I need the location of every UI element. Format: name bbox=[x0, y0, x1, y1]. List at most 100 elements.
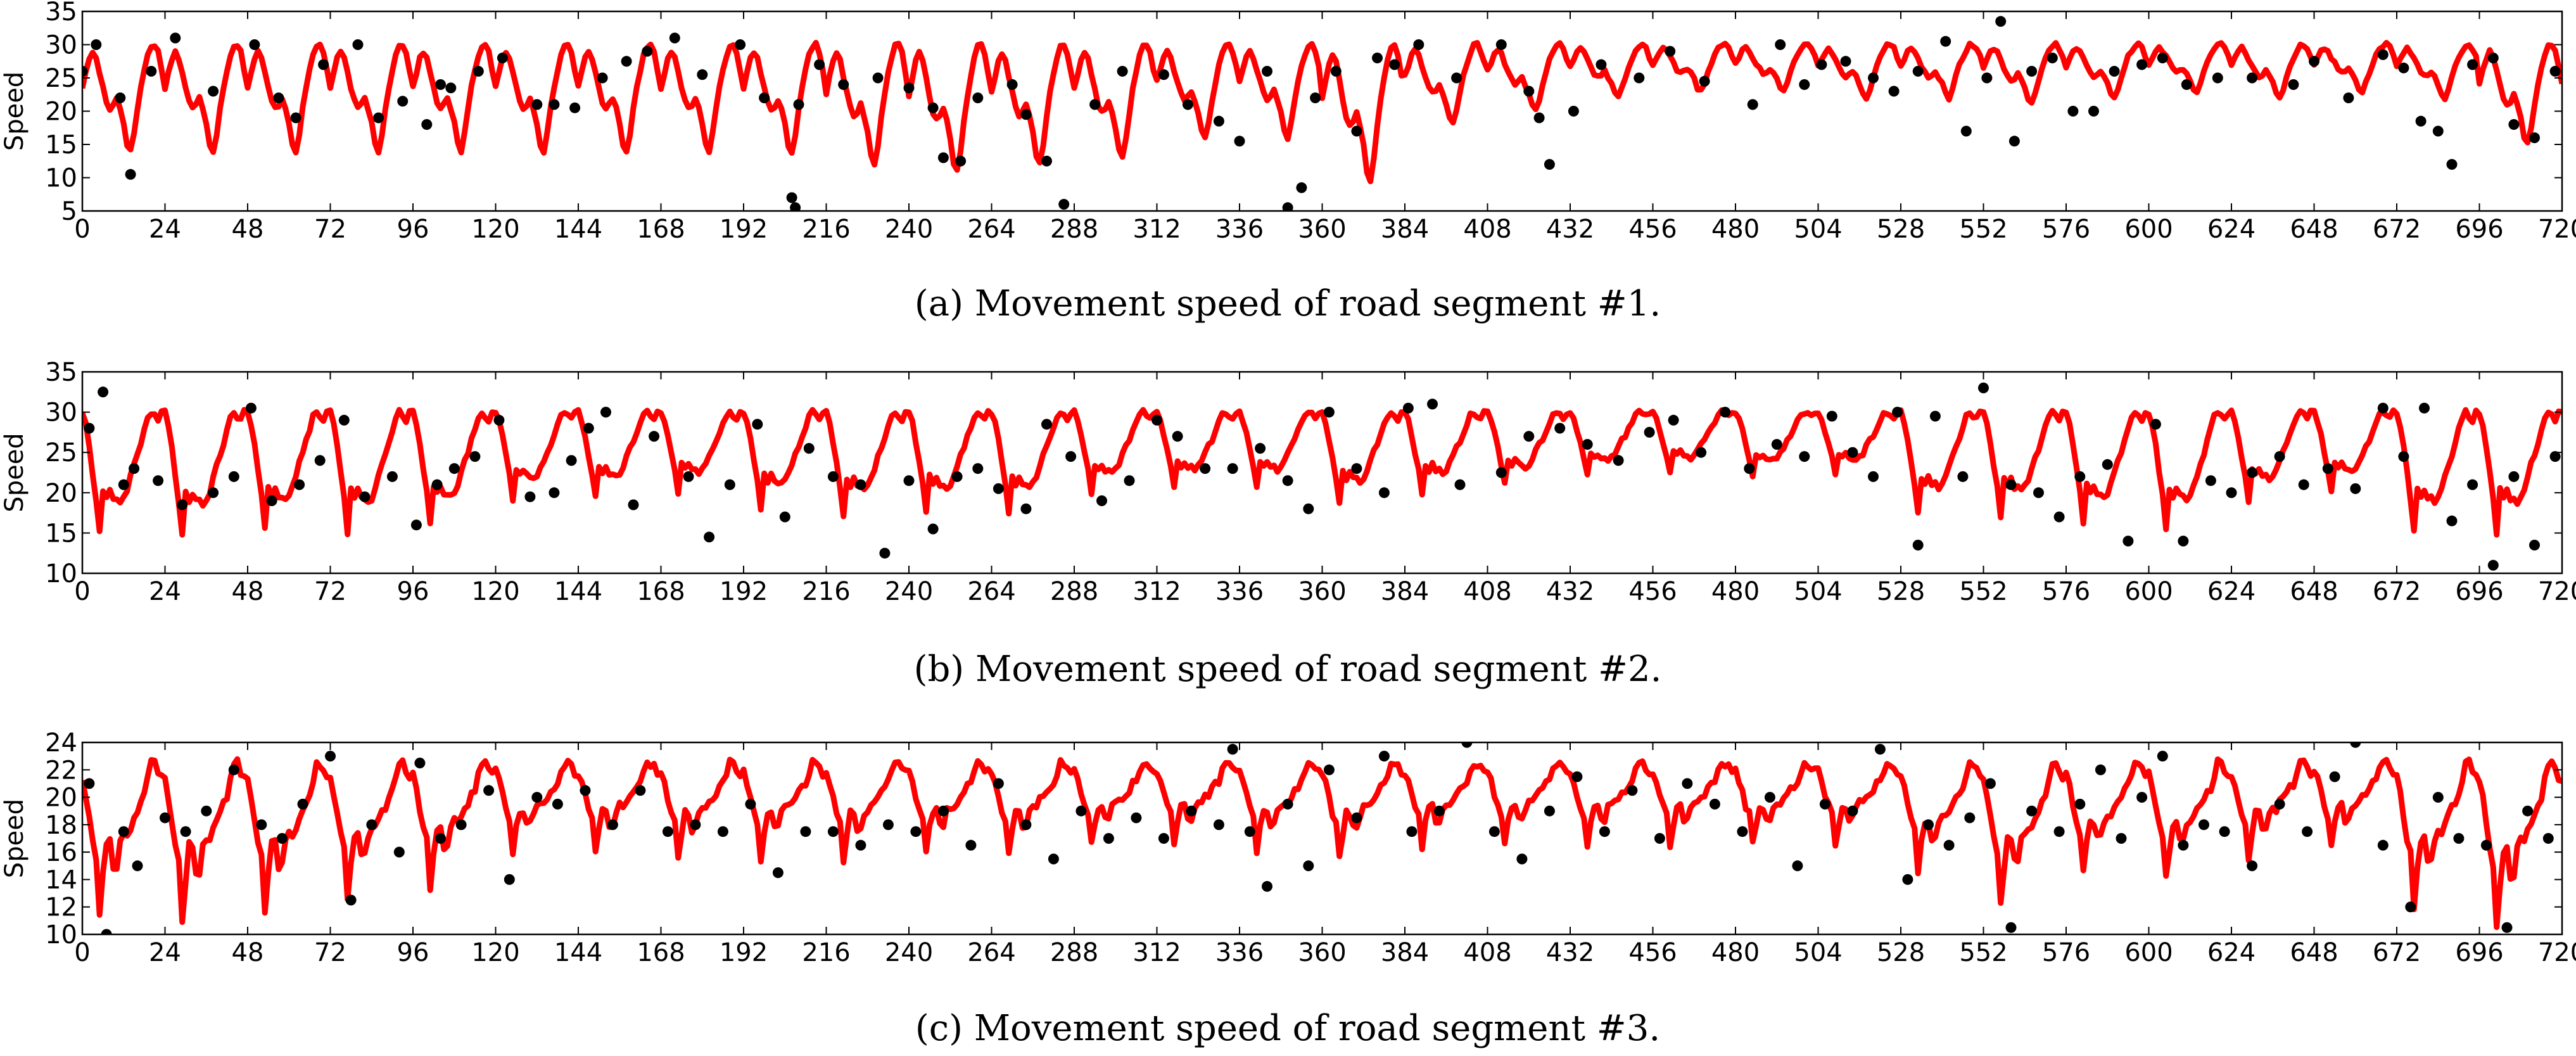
x-tick-label: 216 bbox=[802, 215, 850, 244]
observed-point bbox=[1816, 59, 1827, 70]
observed-point bbox=[1799, 451, 1810, 462]
observed-point bbox=[1764, 792, 1775, 803]
y-tick-label: 20 bbox=[45, 98, 77, 127]
observed-point bbox=[903, 82, 915, 94]
observed-point bbox=[1244, 826, 1255, 837]
observed-point bbox=[359, 491, 371, 502]
observed-point bbox=[1020, 109, 1032, 120]
x-tick-label: 264 bbox=[967, 938, 1015, 967]
observed-point bbox=[649, 431, 660, 442]
observed-point bbox=[2522, 805, 2534, 817]
observed-point bbox=[1995, 16, 2007, 27]
observed-point bbox=[965, 839, 977, 851]
x-tick-label: 552 bbox=[1959, 938, 2007, 967]
y-tick-label: 30 bbox=[45, 31, 77, 60]
observed-point bbox=[2247, 467, 2258, 478]
x-tick-label: 552 bbox=[1959, 215, 2007, 244]
observed-point bbox=[504, 874, 515, 885]
observed-point bbox=[2067, 106, 2079, 117]
x-tick-label: 240 bbox=[885, 938, 933, 967]
x-tick-label: 624 bbox=[2207, 215, 2256, 244]
observed-point bbox=[2309, 56, 2319, 67]
observed-point bbox=[1792, 860, 1803, 872]
observed-point bbox=[1303, 503, 1314, 514]
observed-point bbox=[2150, 419, 2161, 430]
observed-point bbox=[2480, 839, 2492, 851]
y-tick-label: 20 bbox=[45, 479, 77, 508]
x-tick-label: 696 bbox=[2455, 938, 2503, 967]
observed-point bbox=[1957, 471, 1969, 482]
x-tick-label: 48 bbox=[232, 938, 264, 967]
observed-point bbox=[1089, 99, 1101, 110]
observed-point bbox=[759, 92, 770, 103]
observed-point bbox=[1826, 410, 1837, 422]
observed-point bbox=[1282, 475, 1293, 487]
observed-point bbox=[2350, 742, 2361, 748]
observed-point bbox=[352, 39, 364, 50]
x-tick-label: 216 bbox=[802, 938, 850, 967]
observed-point bbox=[1582, 439, 1593, 450]
observed-point bbox=[1158, 69, 1169, 80]
observed-point bbox=[600, 407, 611, 418]
x-tick-label: 72 bbox=[314, 577, 346, 606]
observed-point bbox=[1096, 495, 1107, 506]
observed-point bbox=[697, 69, 708, 80]
observed-point bbox=[2398, 451, 2409, 462]
observed-point bbox=[2157, 53, 2168, 63]
x-tick-label: 144 bbox=[554, 938, 602, 967]
observed-speed-points bbox=[84, 382, 2561, 571]
x-tick-label: 120 bbox=[471, 938, 519, 967]
observed-point bbox=[1699, 75, 1710, 87]
observed-point bbox=[2247, 72, 2258, 84]
observed-point bbox=[1234, 136, 1245, 147]
observed-point bbox=[2377, 49, 2389, 60]
observed-point bbox=[1747, 99, 1758, 110]
observed-point bbox=[1262, 881, 1272, 892]
observed-point bbox=[2095, 764, 2106, 775]
observed-point bbox=[2026, 66, 2038, 77]
observed-point bbox=[473, 66, 484, 77]
x-tick-label: 96 bbox=[397, 938, 429, 967]
observed-point bbox=[1912, 540, 1924, 550]
observed-point bbox=[1172, 431, 1183, 442]
observed-point bbox=[1041, 155, 1052, 167]
observed-point bbox=[683, 471, 694, 482]
observed-point bbox=[552, 798, 563, 810]
y-tick-label: 10 bbox=[45, 920, 77, 950]
observed-point bbox=[448, 463, 460, 474]
observed-point bbox=[855, 479, 866, 490]
observed-point bbox=[814, 59, 825, 70]
observed-point bbox=[2136, 792, 2148, 803]
observed-point bbox=[1847, 805, 1858, 817]
observed-point bbox=[2549, 66, 2561, 77]
y-axis-title: Speed bbox=[0, 799, 29, 878]
observed-point bbox=[1516, 853, 1528, 865]
x-tick-label: 120 bbox=[471, 577, 519, 606]
observed-point bbox=[1737, 826, 1748, 837]
x-tick-label: 720 bbox=[2538, 215, 2576, 244]
observed-point bbox=[838, 79, 849, 90]
x-tick-label: 600 bbox=[2124, 938, 2173, 967]
chart-panel-1: 0 24 48 72 96 120 144 168 192 216 240 264 288 312 336 3… bbox=[0, 0, 2576, 324]
x-tick-label: 288 bbox=[1050, 215, 1098, 244]
observed-speed-points bbox=[82, 16, 2561, 211]
x-tick-label: 384 bbox=[1381, 938, 1429, 967]
observed-point bbox=[180, 826, 191, 837]
observed-point bbox=[800, 826, 811, 837]
observed-point bbox=[208, 487, 219, 499]
observed-point bbox=[91, 39, 102, 50]
x-tick-label: 48 bbox=[232, 577, 264, 606]
observed-point bbox=[752, 419, 763, 430]
y-tick-label: 35 bbox=[45, 0, 77, 27]
observed-point bbox=[2157, 751, 2168, 762]
observed-point bbox=[325, 751, 336, 762]
y-tick-label: 30 bbox=[45, 398, 77, 428]
x-tick-label: 384 bbox=[1381, 577, 1429, 606]
observed-point bbox=[410, 519, 422, 531]
observed-point bbox=[735, 39, 746, 50]
x-tick-label: 696 bbox=[2455, 215, 2503, 244]
observed-point bbox=[294, 479, 305, 490]
observed-point bbox=[2109, 66, 2120, 77]
observed-point bbox=[493, 414, 505, 426]
